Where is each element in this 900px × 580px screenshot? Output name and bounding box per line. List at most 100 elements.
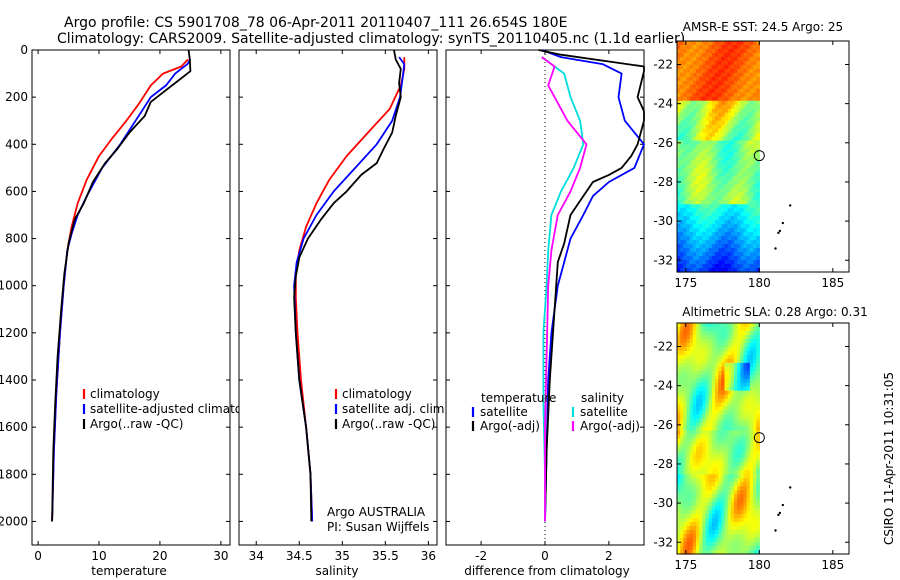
map-cell [746, 542, 751, 547]
map-cell [743, 470, 748, 475]
map-cell [749, 486, 754, 491]
map-cell [724, 64, 729, 70]
y-tick-label: 800 [5, 232, 28, 246]
map-cell [692, 446, 697, 452]
map-cell [683, 334, 688, 340]
map-cell [686, 418, 691, 424]
map-cell [705, 160, 710, 166]
map-cell [680, 410, 684, 416]
map-cell [756, 402, 760, 408]
map-cell [752, 346, 757, 352]
map-cell [746, 132, 751, 138]
map-cell [715, 260, 719, 265]
map-cell [721, 354, 726, 360]
map-cell [718, 112, 722, 118]
map-cell [743, 100, 748, 106]
map-cell [680, 192, 684, 197]
map-cell [699, 80, 703, 86]
map-cell [740, 462, 745, 467]
map-cell [711, 196, 716, 201]
map-cell [743, 466, 748, 471]
map-cell [689, 104, 694, 110]
map-cell [686, 442, 691, 448]
map-cell [715, 478, 719, 483]
map-cell [708, 442, 713, 448]
map-cell [680, 56, 684, 62]
map-cell [733, 366, 738, 372]
map-cell [708, 164, 713, 170]
map-cell [724, 48, 729, 54]
map-cell [721, 160, 726, 166]
map-cell [705, 478, 710, 483]
map-cell [692, 390, 697, 396]
map-cell [746, 176, 751, 181]
map-cell [740, 330, 745, 336]
map-cell [677, 530, 681, 535]
map-cell [730, 398, 735, 404]
map-cell [724, 474, 729, 479]
map-cell [715, 172, 719, 178]
map-cell [702, 370, 707, 376]
map-cell [749, 96, 754, 102]
map-cell [740, 422, 745, 428]
map-cell [680, 478, 684, 483]
map-cell [721, 498, 726, 503]
map-cell [743, 148, 748, 154]
map-cell [724, 434, 729, 440]
map-cell [711, 510, 716, 515]
map-cell [743, 260, 748, 265]
map-cell [689, 370, 694, 376]
map-cell [730, 260, 735, 265]
map-cell [730, 526, 735, 531]
map-cell [743, 542, 748, 547]
map-cell [696, 546, 700, 551]
map-cell [705, 422, 710, 428]
map-cell [746, 323, 751, 328]
map-cell [686, 402, 691, 408]
map-cell [689, 41, 694, 46]
map-cell [683, 538, 688, 543]
map-cell [730, 494, 735, 499]
map-cell [746, 116, 751, 122]
map-cell [743, 422, 748, 428]
x-tick-label: -2 [475, 549, 487, 563]
map-cell [730, 41, 735, 46]
map-cell [721, 252, 726, 257]
map-cell [740, 204, 745, 209]
map-cell [718, 52, 722, 58]
map-cell [724, 124, 729, 130]
map-cell [746, 212, 751, 217]
map-cell [715, 323, 719, 328]
map-cell [680, 470, 684, 475]
map-cell [686, 80, 691, 86]
map-cell [692, 56, 697, 62]
y-tick-label: 400 [5, 137, 28, 151]
map-cell [724, 498, 729, 503]
map-cell [689, 264, 694, 269]
map-cell [715, 120, 719, 126]
map-cell [724, 354, 729, 360]
map-cell [746, 256, 751, 261]
map-cell [740, 104, 745, 110]
map-cell [677, 410, 681, 416]
map-cell [711, 152, 716, 158]
map-cell [718, 216, 722, 221]
map-cell [737, 546, 741, 551]
map-cell [677, 334, 681, 340]
map-cell [683, 438, 688, 444]
map-cell [699, 390, 703, 396]
map-cell [752, 382, 757, 388]
map-cell [718, 546, 722, 551]
map-cell [746, 326, 751, 332]
map-cell [702, 414, 707, 420]
map-cell [711, 104, 716, 110]
map-cell [702, 466, 707, 471]
map-cell [692, 112, 697, 118]
map-cell [708, 446, 713, 452]
map-cell [721, 212, 726, 217]
map-cell [740, 546, 745, 551]
map-cell [724, 546, 729, 551]
map-cell [718, 164, 722, 170]
map-cell [756, 80, 760, 86]
map-cell [756, 330, 760, 336]
